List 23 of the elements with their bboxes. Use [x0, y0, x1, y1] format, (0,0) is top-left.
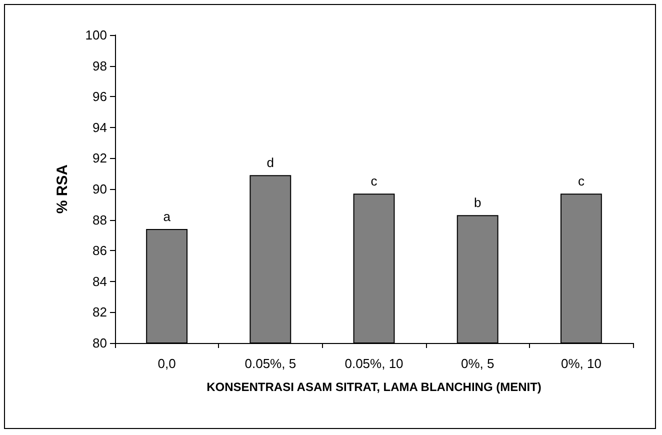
y-tick-label: 92	[92, 150, 107, 166]
annotation: a	[163, 209, 172, 224]
x-tick-label: 0%, 5	[460, 356, 494, 371]
y-tick-label: 80	[92, 336, 107, 350]
x-tick-label: 0.05%, 5	[244, 356, 296, 371]
annotation: c	[578, 174, 585, 189]
y-tick-label: 82	[92, 304, 107, 320]
y-tick-label: 90	[92, 182, 107, 196]
y-tick-label: 98	[92, 58, 107, 74]
x-tick-label: 0.05%, 10	[344, 356, 404, 371]
x-tick-label: 0%, 10	[560, 356, 602, 371]
x-axis-title: KONSENTRASI ASAM SITRAT, LAMA BLANCHING (MENIT)	[206, 380, 542, 394]
y-tick-label: 86	[92, 243, 107, 258]
y-tick-label: 96	[92, 89, 107, 104]
annotation: b	[474, 195, 482, 210]
y-tick-label: 94	[92, 120, 107, 135]
y-tick-label: 84	[92, 274, 107, 289]
y-axis-title: % RSA	[54, 164, 71, 214]
annotation: d	[266, 155, 274, 170]
y-tick-label: 100	[85, 28, 107, 42]
annotation: c	[370, 174, 378, 189]
x-tick-label: 0,0	[158, 356, 176, 371]
y-tick-label: 88	[92, 212, 107, 228]
